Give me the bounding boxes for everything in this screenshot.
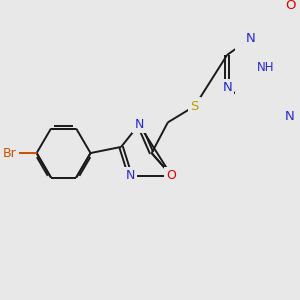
Text: N: N	[125, 169, 135, 182]
Text: Br: Br	[3, 147, 16, 160]
Text: O: O	[167, 169, 176, 182]
Text: N: N	[134, 118, 144, 131]
Text: S: S	[190, 100, 199, 112]
Text: O: O	[285, 0, 295, 12]
Text: N: N	[285, 110, 295, 123]
Text: N: N	[246, 32, 255, 45]
Text: N: N	[222, 81, 232, 94]
Text: NH: NH	[257, 61, 275, 74]
